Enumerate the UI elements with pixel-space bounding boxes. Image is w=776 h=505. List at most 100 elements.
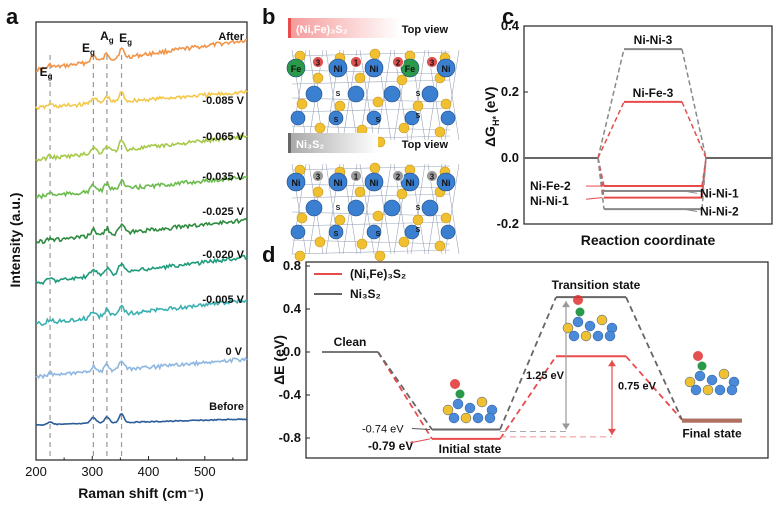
atom-label-1: Ni xyxy=(334,178,343,188)
panel-b-alloy-structure: Fe Ni Ni Fe Ni 3 1 2 3 S S S S S xyxy=(286,48,460,148)
atom-label-2: Ni xyxy=(370,178,379,188)
panel-b-alloy-view: Top view xyxy=(402,24,449,36)
s-atom-13 xyxy=(440,98,452,110)
site-marker-0 xyxy=(312,56,324,68)
atom-label-4: Ni xyxy=(442,178,451,188)
connector-right-0 xyxy=(681,48,707,159)
transition-cluster-atom-3 xyxy=(596,314,608,326)
arrow-ni-ni-2 xyxy=(683,208,698,212)
spectrum-label-0: After xyxy=(218,31,244,43)
ni-atom-4 xyxy=(436,172,456,192)
panel-letter-d: d xyxy=(262,242,275,267)
connector-right-5 xyxy=(701,157,707,210)
panel-c-xlabel: Reaction coordinate xyxy=(581,232,716,248)
ni-atom-2 xyxy=(364,58,384,78)
transition-cluster-atom-6 xyxy=(580,330,592,342)
panel-d-labels: Clean Initial state Transition state Final … xyxy=(334,278,742,456)
connector-left-0 xyxy=(597,48,625,159)
panel-d-y-ticks: 0.8 0.4 0.0 -0.4 -0.8 xyxy=(279,258,310,445)
connector-0-1 xyxy=(499,355,557,440)
state-label-transition: Transition state xyxy=(552,278,641,292)
y-tick-label-4: -0.8 xyxy=(279,430,301,445)
s-label-3: S xyxy=(336,91,341,98)
pointer-red xyxy=(409,438,431,444)
y-tick-label-1: 0.4 xyxy=(283,301,302,316)
s-atom-13 xyxy=(440,212,452,224)
s-label-0: S xyxy=(334,231,339,238)
annotation-075: 0.75 eV xyxy=(618,381,657,393)
legend-label-0: (Ni,Fe)₃S₂ xyxy=(350,267,406,281)
initial-cluster-atom-3 xyxy=(476,396,488,408)
s-atom-9 xyxy=(296,98,308,110)
spectrum-label-7: 0 V xyxy=(225,346,242,358)
final-h-atom xyxy=(693,351,703,361)
panel-d-legend: (Ni,Fe)₃S₂ Ni₃S₂ xyxy=(314,267,406,301)
final-cluster-atom-6 xyxy=(702,384,714,396)
annotation-minus-074: -0.74 eV xyxy=(362,424,404,436)
s-atom-12 xyxy=(412,100,424,112)
panel-c-free-energy: 0.40.20.0-0.2 Ni-Ni-3Ni-Fe-3Ni-Fe-2Ni-Ni… xyxy=(482,18,773,248)
initial-cluster-atom-0 xyxy=(442,404,454,416)
ni-atom-3 xyxy=(400,172,420,192)
s-atom-10 xyxy=(334,214,346,226)
ni-atom-bottom-1 xyxy=(328,110,344,126)
y-tick-label-3: -0.4 xyxy=(279,387,302,402)
panel-b-nickel-view: Top view xyxy=(402,139,449,151)
site-label-2: 2 xyxy=(396,173,401,182)
panel-a-raman: After -0.085 V -0.065 V -0.035 V -0.025 V -0.… xyxy=(7,21,248,501)
initial-cluster-atom-2 xyxy=(464,402,476,414)
initial-cluster-atom-6 xyxy=(460,412,472,424)
pointer-gray xyxy=(411,428,431,431)
site-label-3: 3 xyxy=(430,173,435,182)
s-atom-14 xyxy=(314,122,326,134)
ni-atom-1 xyxy=(328,58,348,78)
y-tick-label-0: 0.8 xyxy=(283,258,301,273)
spectrum-label-4: -0.025 V xyxy=(202,206,244,218)
panel-b-nickel-structure: Ni Ni Ni Ni Ni 3 1 2 3 S S S S S xyxy=(286,162,460,262)
site-label-2: 2 xyxy=(396,59,401,68)
ni-atom-lower-2 xyxy=(383,199,401,217)
s-label-4: S xyxy=(416,205,421,212)
panel-c-frame xyxy=(523,25,773,225)
s-atom-17 xyxy=(434,126,446,138)
panel-a-series-labels: After -0.085 V -0.065 V -0.035 V -0.025 V -0.… xyxy=(202,31,244,413)
ni-atom-4 xyxy=(436,58,456,78)
s-label-3: S xyxy=(336,205,341,212)
spectrum-label-1: -0.085 V xyxy=(202,95,244,107)
s-atom-14 xyxy=(314,236,326,248)
transition-cluster-atom-5 xyxy=(568,330,580,342)
s-atom-12 xyxy=(412,214,424,226)
site-label-1: 1 xyxy=(354,173,359,182)
s-atom-11 xyxy=(372,210,384,222)
spectrum-8 xyxy=(35,412,248,427)
panel-a-ylabel: Intensity (a.u.) xyxy=(7,193,23,288)
transition-h-atom xyxy=(573,295,583,305)
s-atom-16 xyxy=(398,236,410,248)
site-label-3: 3 xyxy=(430,59,435,68)
site-marker-2 xyxy=(392,56,404,68)
y-tick-label-0: 0.4 xyxy=(501,18,520,33)
ni-atom-lower-3 xyxy=(421,199,439,217)
connector-right-1 xyxy=(681,101,707,159)
s-label-0: S xyxy=(334,117,339,124)
ni-atom-bottom-4 xyxy=(440,110,456,126)
panel-a-series xyxy=(35,38,248,427)
atom-label-2: Ni xyxy=(370,64,379,74)
ni-atom-lower-3 xyxy=(421,85,439,103)
initial-cluster-atom-7 xyxy=(472,412,484,424)
ni-atom-lower-0 xyxy=(305,199,323,217)
final-cluster-atom-5 xyxy=(690,384,702,396)
site-label-0: 3 xyxy=(316,59,321,68)
label-ni-ni-1-red: Ni-Ni-1 xyxy=(530,194,569,208)
barrier-arrowhead-gray xyxy=(562,423,570,430)
transition-cluster-atom-2 xyxy=(584,320,596,332)
panel-letter-b: b xyxy=(262,4,275,29)
s-label-4: S xyxy=(416,91,421,98)
lattice-bond xyxy=(291,193,451,199)
spectrum-label-5: -0.020 V xyxy=(202,249,244,261)
ni-atom-lower-2 xyxy=(383,85,401,103)
y-tick-label-2: 0.0 xyxy=(283,344,301,359)
panel-c-y-ticks: 0.4 0.2 0.0 -0.2 xyxy=(497,18,528,231)
barrier-arrowhead-red-top xyxy=(608,360,616,367)
